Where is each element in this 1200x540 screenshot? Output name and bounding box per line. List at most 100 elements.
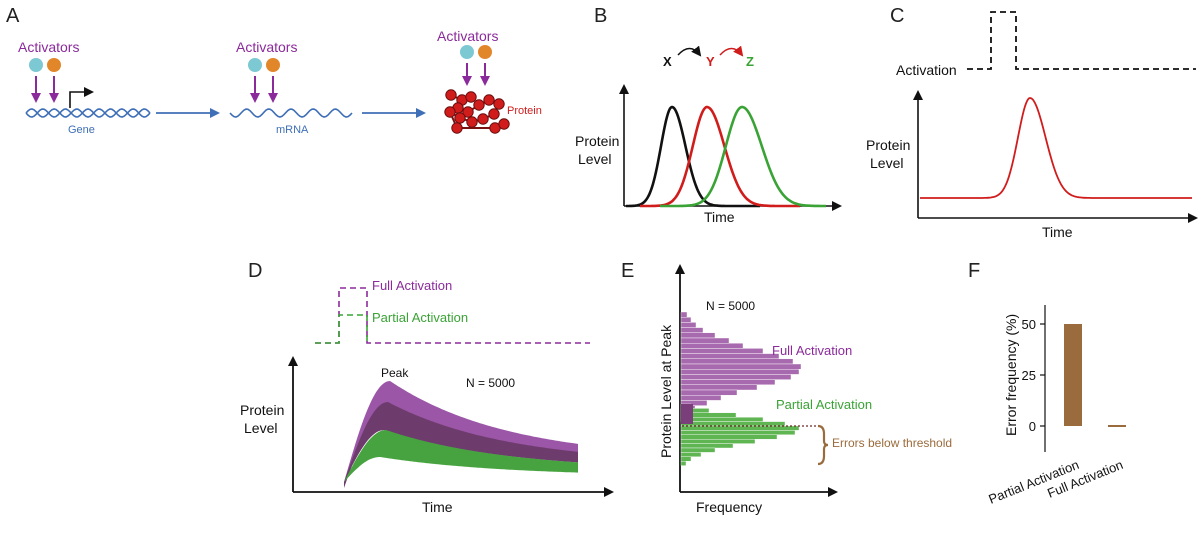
histogram-bar-partial [680, 425, 800, 431]
protein-chain-icon [444, 89, 510, 134]
histogram-bar-partial [680, 443, 734, 449]
panel-e-ylabel: Protein Level at Peak [658, 324, 674, 458]
panel-e-xlabel: Frequency [696, 499, 762, 515]
bar-full-activation-baseline [1108, 425, 1126, 427]
panel-f-y-ticks: 0 25 50 [1022, 317, 1045, 434]
protein-x-curve [626, 105, 760, 208]
histogram-bar-full [680, 363, 802, 370]
panel-e-letter: E [621, 260, 634, 282]
mrna-label: mRNA [276, 124, 309, 136]
dna-double-helix-icon [25, 108, 151, 118]
activator-cyan-circle-gene [29, 58, 43, 72]
mrna-strand-icon [229, 108, 353, 118]
panel-f-bars [1064, 324, 1126, 427]
panel-b: B X Y Z Protein Level Time [575, 5, 842, 225]
panel-b-xlabel: Time [704, 209, 735, 225]
partial-activation-histogram [680, 403, 800, 466]
histogram-bar-partial [680, 439, 756, 444]
panel-c-ylabel-1: Protein [866, 137, 910, 153]
y-tick-label: 50 [1022, 317, 1036, 332]
activation-label: Activation [896, 62, 957, 78]
panel-e-full-activation-label: Full Activation [772, 343, 852, 358]
cascade-x-label: X [663, 54, 672, 69]
histogram-bar-partial [680, 434, 778, 440]
gene-label: Gene [68, 124, 95, 136]
panel-c-xlabel: Time [1042, 224, 1073, 240]
histogram-bar-partial [680, 430, 796, 435]
activation-pulse-line [967, 11, 1196, 70]
cascade-y-label: Y [706, 54, 715, 69]
activator-orange-circle-protein [478, 45, 492, 59]
panel-d-letter: D [248, 260, 262, 282]
histogram-bar-full [680, 327, 704, 334]
panel-a: A Activators Gene Activators mRNA Activa… [6, 5, 542, 136]
protein-z-curve [660, 105, 826, 208]
errors-brace [817, 424, 829, 466]
activator-orange-circle-gene [47, 58, 61, 72]
activators-label-gene: Activators [18, 39, 79, 55]
histogram-bar-partial [680, 456, 692, 462]
histogram-bar-partial [680, 452, 702, 457]
partial-activation-band [344, 430, 578, 482]
partial-activation-label: Partial Activation [372, 310, 468, 325]
activator-cyan-circle-protein [460, 45, 474, 59]
full-activation-label: Full Activation [372, 278, 452, 293]
histogram-bar-full [680, 384, 758, 391]
activators-label-protein: Activators [437, 28, 498, 44]
panel-f: F 0 25 50 Error frequency (%) Partial Acti… [968, 260, 1126, 507]
histogram-bar-full [680, 369, 800, 375]
histogram-bar-full [680, 317, 692, 323]
activators-label-mrna: Activators [236, 39, 297, 55]
bar-partial-activation [1064, 324, 1082, 426]
panel-e-partial-activation-label: Partial Activation [776, 397, 872, 412]
histogram-bar-full [680, 358, 794, 365]
activator-cyan-circle-mrna [248, 58, 262, 72]
overlap-band [344, 402, 578, 488]
panel-e-sample-size: N = 5000 [706, 299, 755, 313]
panel-c-ylabel-2: Level [870, 155, 903, 171]
x-activates-y-arrow [677, 45, 702, 57]
protein-label: Protein [507, 105, 542, 117]
panel-f-letter: F [968, 260, 980, 282]
panel-d-sample-size: N = 5000 [466, 376, 515, 390]
histogram-bar-partial [680, 421, 786, 427]
histogram-bar-full [680, 343, 744, 349]
partial-activation-pulse [315, 314, 368, 344]
full-activation-histogram [680, 311, 802, 422]
histogram-bar-full [680, 395, 722, 401]
histogram-bar-full [680, 374, 792, 380]
errors-below-threshold-label: Errors below threshold [832, 436, 952, 450]
cascade-z-label: Z [746, 54, 754, 69]
panel-b-ylabel-1: Protein [575, 133, 619, 149]
panel-f-ylabel: Error frequency (%) [1003, 314, 1019, 436]
panel-d: D Full Activation Partial Activation Pro… [240, 260, 614, 515]
histogram-bar-full [680, 348, 764, 354]
histogram-bar-full [680, 311, 688, 318]
y-activates-z-arrow [719, 45, 744, 57]
protein-y-curve [640, 105, 800, 208]
y-tick-label: 25 [1022, 368, 1036, 383]
histogram-bar-partial [680, 417, 764, 422]
activator-orange-circle-mrna [266, 58, 280, 72]
histogram-bar-full [680, 389, 738, 396]
panel-d-xlabel: Time [422, 499, 453, 515]
panel-b-letter: B [594, 5, 607, 27]
histogram-bar-full [680, 337, 730, 344]
panel-d-ylabel-1: Protein [240, 402, 284, 418]
histogram-overlap [681, 404, 693, 424]
histogram-bar-full [680, 353, 780, 360]
histogram-bar-partial [680, 447, 716, 453]
panel-a-letter: A [6, 5, 20, 27]
panel-c-letter: C [890, 5, 904, 27]
y-tick-label: 0 [1029, 419, 1036, 434]
panel-d-ylabel-2: Level [244, 420, 277, 436]
panel-c: C Activation Protein Level Time [866, 5, 1198, 240]
histogram-bar-full [680, 322, 697, 328]
histogram-bar-full [680, 379, 776, 386]
peak-label: Peak [381, 366, 409, 380]
promoter-arrow [69, 87, 94, 108]
histogram-bar-full [680, 332, 716, 339]
histogram-bar-partial [680, 461, 687, 466]
protein-response-curve [920, 97, 1192, 199]
